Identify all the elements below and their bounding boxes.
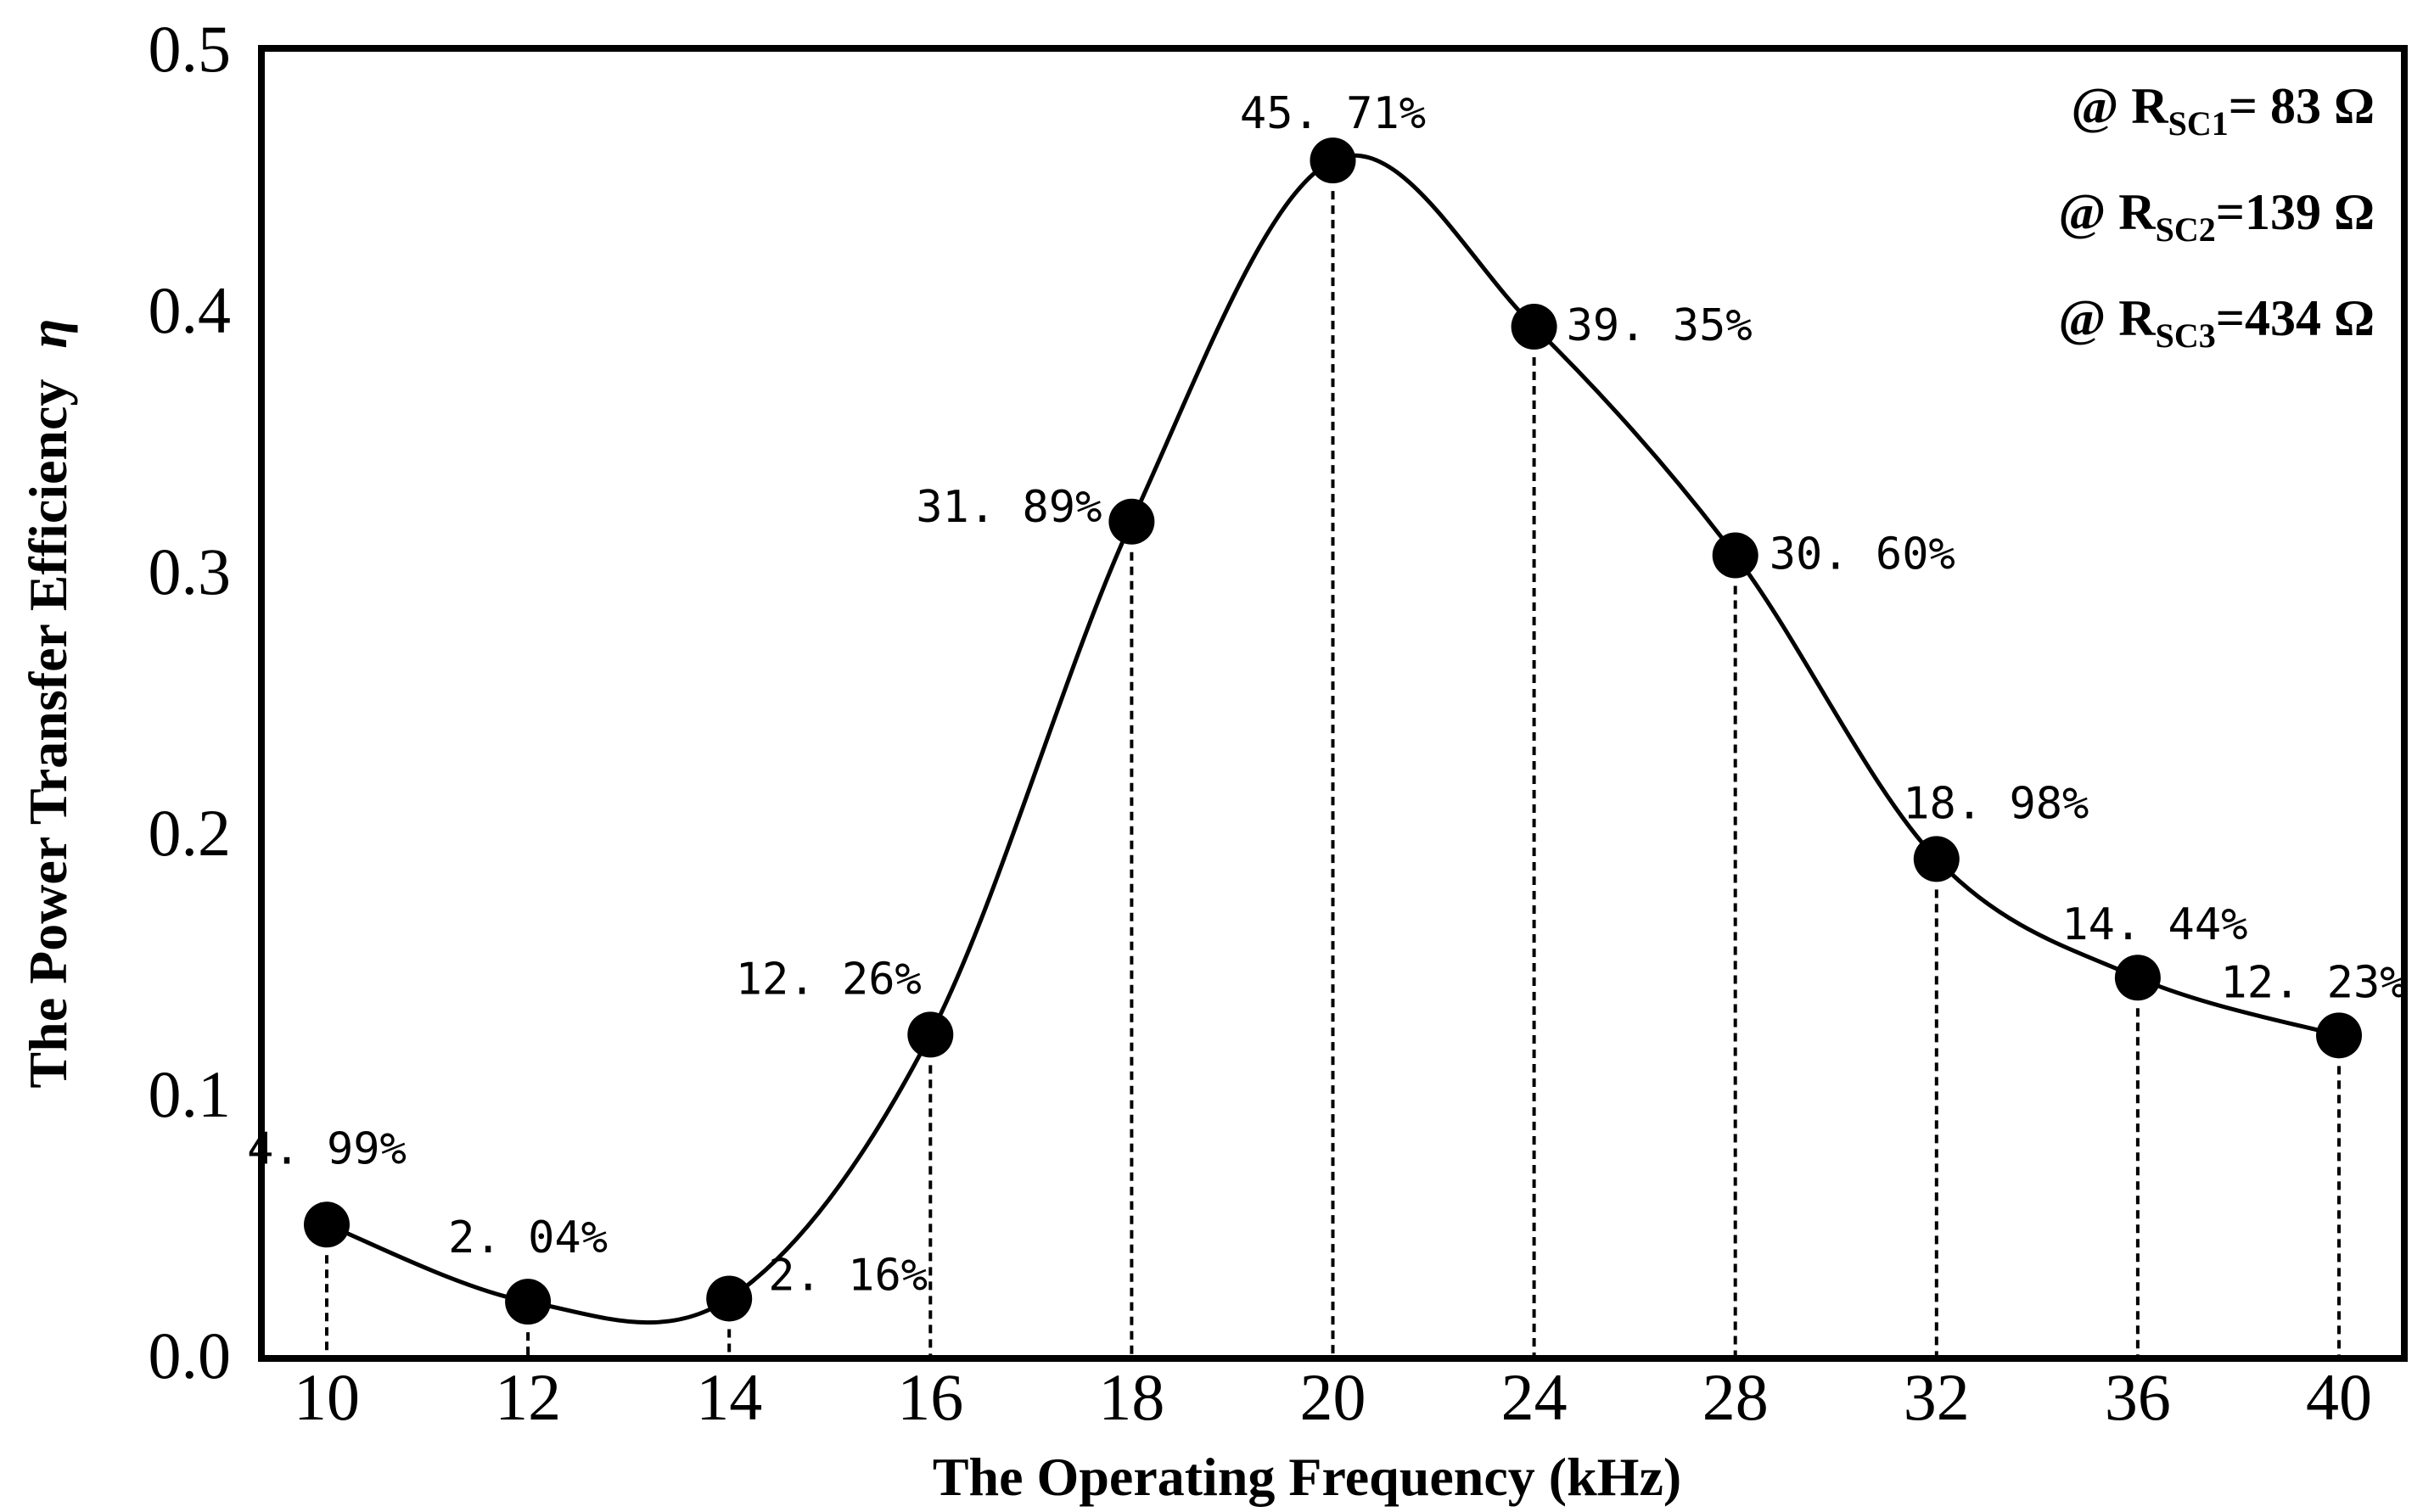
x-tick-label: 18 (1098, 1360, 1164, 1434)
data-point (1712, 532, 1758, 579)
data-label: 14. 44% (2061, 899, 2247, 950)
data-points (304, 137, 2362, 1325)
x-tick-label: 32 (1904, 1360, 1970, 1434)
data-point (505, 1279, 552, 1325)
y-axis-title-symbol: η (18, 318, 78, 348)
x-tick-label: 24 (1501, 1360, 1568, 1434)
x-axis-ticks: 10 12 14 16 18 20 24 28 32 36 40 (294, 1360, 2372, 1434)
data-labels: 4. 99% 2. 04% 2. 16% 12. 26% 31. 89% 45. 71% 3… (247, 88, 2407, 1301)
data-point (907, 1011, 954, 1058)
y-axis-ticks: 0.0 0.1 0.2 0.3 0.4 0.5 (149, 12, 232, 1392)
data-label: 12. 26% (736, 954, 922, 1005)
legend-entry: @ RSC1= 83 Ω (2071, 78, 2375, 143)
data-label: 2. 04% (448, 1212, 608, 1263)
y-axis-title: The Power Transfer Efficiency η (18, 318, 78, 1088)
x-tick-label: 36 (2105, 1360, 2171, 1434)
drop-lines (325, 191, 2341, 1355)
legend-entry: @ RSC2=139 Ω (2058, 184, 2375, 249)
y-tick-label: 0.4 (149, 273, 232, 347)
y-tick-label: 0.5 (149, 12, 232, 86)
data-point (1108, 498, 1155, 545)
legend: @ RSC1= 83 Ω @ RSC2=139 Ω @ RSC3=434 Ω (2058, 78, 2375, 355)
y-tick-label: 0.0 (149, 1319, 232, 1392)
data-point (2114, 955, 2161, 1001)
x-axis-title: The Operating Frequency (kHz) (933, 1447, 1681, 1507)
data-label: 18. 98% (1903, 778, 2089, 829)
data-point (1310, 137, 1356, 184)
y-tick-label: 0.1 (149, 1057, 232, 1131)
data-point (304, 1201, 350, 1248)
legend-entry: @ RSC3=434 Ω (2058, 290, 2375, 355)
plot-frame (258, 45, 2408, 1362)
data-point (1913, 836, 1960, 882)
x-tick-label: 20 (1300, 1360, 1366, 1434)
data-point (2316, 1012, 2362, 1059)
x-tick-label: 14 (696, 1360, 762, 1434)
y-tick-label: 0.3 (149, 535, 232, 608)
data-point (706, 1275, 753, 1322)
data-label: 45. 71% (1240, 88, 1426, 139)
data-label: 2. 16% (768, 1250, 928, 1301)
data-label: 4. 99% (247, 1123, 407, 1174)
x-tick-label: 10 (294, 1360, 360, 1434)
y-axis-title-text: The Power Transfer Efficiency (18, 379, 78, 1089)
y-tick-label: 0.2 (149, 796, 232, 870)
data-point (1511, 304, 1557, 350)
data-label: 31. 89% (916, 482, 1102, 533)
data-label: 30. 60% (1770, 529, 1955, 580)
data-label: 39. 35% (1567, 300, 1753, 351)
x-tick-label: 40 (2306, 1360, 2372, 1434)
x-tick-label: 12 (495, 1360, 561, 1434)
x-tick-label: 16 (897, 1360, 963, 1434)
data-label: 12. 23% (2220, 957, 2406, 1008)
x-tick-label: 28 (1702, 1360, 1769, 1434)
